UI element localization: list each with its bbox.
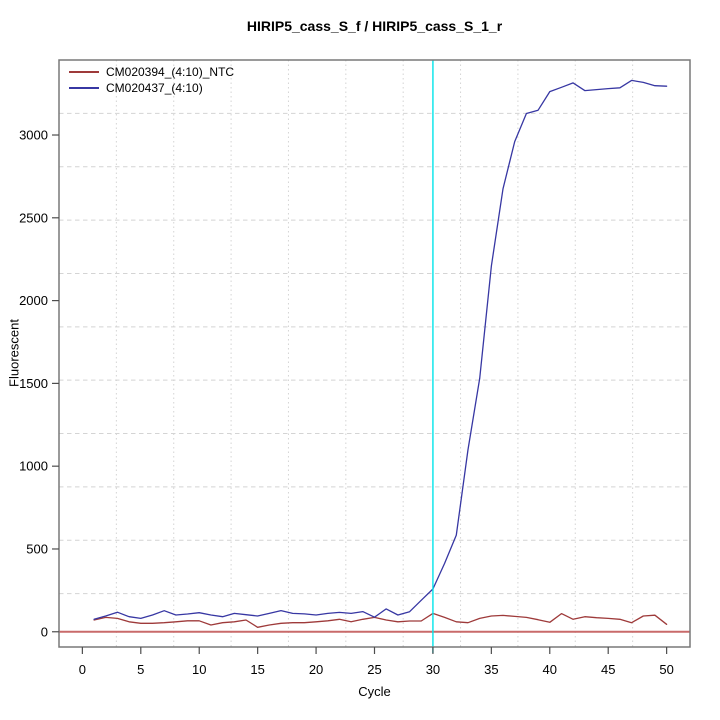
- y-tick-label: 0: [41, 624, 48, 639]
- y-tick-label: 500: [26, 541, 48, 556]
- legend-item: CM020437_(4:10): [69, 80, 234, 96]
- legend-item: CM020394_(4:10)_NTC: [69, 64, 234, 80]
- y-axis-label: Fluorescent: [6, 319, 22, 387]
- plot-box: [58, 59, 691, 648]
- x-tick-label: 45: [601, 662, 615, 677]
- x-tick-label: 25: [367, 662, 381, 677]
- x-tick-label: 15: [250, 662, 264, 677]
- legend-line-swatch-sample: [69, 87, 99, 89]
- chart-title: HIRIP5_cass_S_f / HIRIP5_cass_S_1_r: [246, 18, 503, 34]
- x-tick-label: 50: [659, 662, 673, 677]
- x-tick-label: 5: [137, 662, 144, 677]
- legend-label: CM020437_(4:10): [106, 81, 203, 95]
- series-line-CM020394_(4:10)_NTC: [93, 612, 668, 628]
- legend: CM020394_(4:10)_NTC CM020437_(4:10): [69, 64, 234, 96]
- x-tick-label: 30: [426, 662, 440, 677]
- legend-line-swatch-ntc: [69, 71, 99, 73]
- x-tick-label: 20: [309, 662, 323, 677]
- y-tick-label: 1000: [19, 459, 48, 474]
- y-tick-label: 3000: [19, 128, 48, 143]
- y-tick-label: 2500: [19, 210, 48, 225]
- x-tick-label: 10: [192, 662, 206, 677]
- series-line-CM020437_(4:10): [93, 79, 668, 620]
- x-tick-label: 0: [79, 662, 86, 677]
- x-tick-label: 40: [543, 662, 557, 677]
- x-tick-label: 35: [484, 662, 498, 677]
- y-tick-label: 1500: [19, 376, 48, 391]
- y-tick-label: 2000: [19, 293, 48, 308]
- x-axis-label: Cycle: [358, 684, 391, 699]
- legend-label: CM020394_(4:10)_NTC: [106, 65, 235, 79]
